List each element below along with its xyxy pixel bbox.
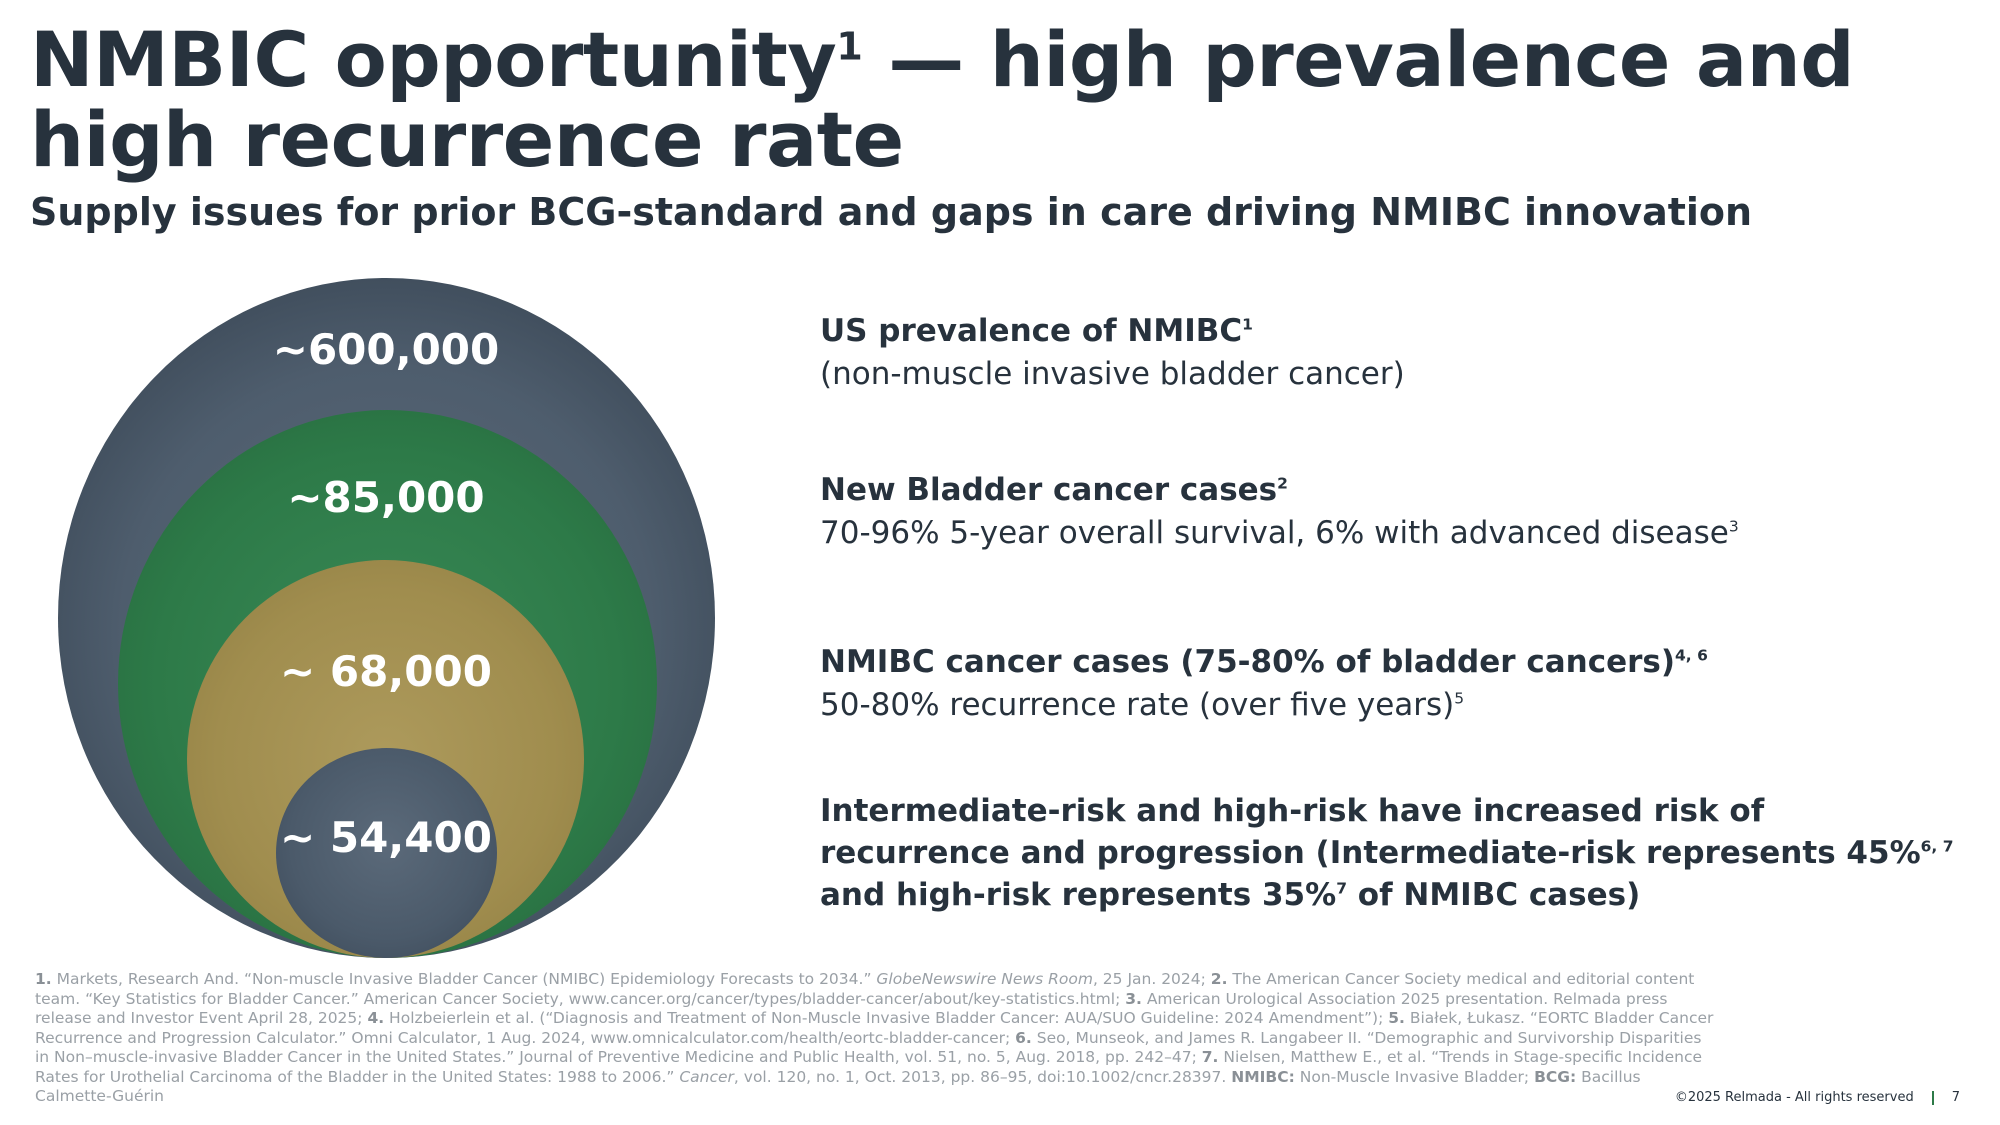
page-number: 7 (1951, 1090, 1960, 1105)
footnotes: 1. Markets, Research And. “Non-muscle In… (35, 970, 1714, 1105)
row-detail: 50-80% recurrence rate (over five years)… (820, 687, 1465, 723)
footer-divider (1931, 1090, 1934, 1105)
circle-risk-cases (276, 748, 497, 958)
slide-title: NMBIC opportunity1 — high prevalence and… (30, 15, 1855, 184)
footer: ©2025 Relmada - All rights reserved 7 (1675, 1090, 1960, 1105)
row-detail: 70-96% 5-year overall survival, 6% with … (820, 515, 1739, 551)
row-prevalence: US prevalence of NMIBC1 (non-muscle inva… (820, 310, 1960, 396)
circle-value-nmibc-cases: ~ 68,000 (280, 647, 492, 696)
circle-value-prevalence: ~600,000 (272, 325, 500, 374)
row-heading: Intermediate-risk and high-risk have inc… (820, 793, 1954, 913)
circle-value-new-cases: ~85,000 (287, 473, 485, 522)
circle-value-risk-cases: ~ 54,400 (280, 813, 492, 862)
row-nmibc-cases: NMIBC cancer cases (75-80% of bladder ca… (820, 641, 1960, 727)
row-heading: NMIBC cancer cases (75-80% of bladder ca… (820, 644, 1708, 680)
row-risk: Intermediate-risk and high-risk have inc… (820, 790, 1960, 916)
row-heading: New Bladder cancer cases2 (820, 472, 1288, 508)
row-detail: (non-muscle invasive bladder cancer) (820, 356, 1405, 392)
slide-subtitle: Supply issues for prior BCG-standard and… (30, 190, 1753, 234)
row-heading: US prevalence of NMIBC1 (820, 313, 1253, 349)
row-new-cases: New Bladder cancer cases2 70-96% 5-year … (820, 469, 1960, 555)
copyright: ©2025 Relmada - All rights reserved (1674, 1090, 1914, 1105)
